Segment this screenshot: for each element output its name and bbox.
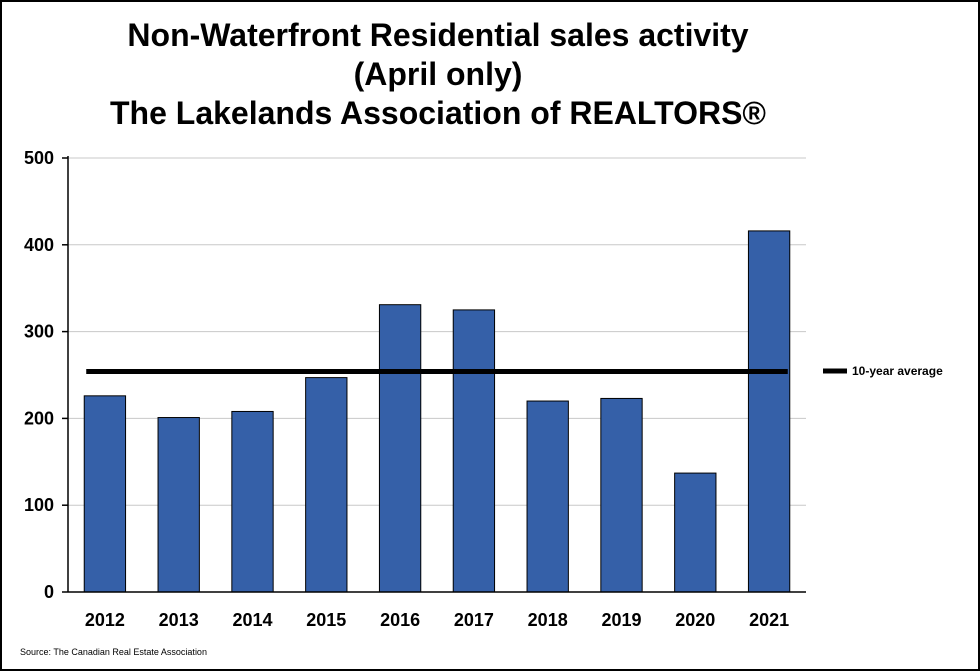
x-tick-label: 2014 (232, 610, 272, 630)
y-tick-label: 200 (24, 408, 54, 428)
x-tick-label: 2016 (380, 610, 420, 630)
y-tick-label: 400 (24, 235, 54, 255)
y-tick-label: 0 (44, 582, 54, 602)
source-note: Source: The Canadian Real Estate Associa… (20, 647, 207, 657)
bar (231, 410, 274, 593)
bar (747, 230, 791, 593)
y-tick-labels: 0 100 200 300 400 500 (24, 148, 54, 602)
x-tick-label: 2019 (601, 610, 641, 630)
bar (83, 395, 127, 593)
legend-label: 10-year average (852, 364, 943, 378)
chart-title-line-3: The Lakelands Association of REALTORS® (110, 95, 766, 131)
axes (62, 156, 806, 593)
bar (452, 309, 496, 593)
x-tick-label: 2013 (159, 610, 199, 630)
x-tick-label: 2015 (306, 610, 346, 630)
chart-title-line-2: (April only) (353, 56, 523, 92)
bar (600, 397, 643, 593)
y-tick-label: 100 (24, 495, 54, 515)
bar (305, 377, 348, 593)
bar (674, 472, 717, 593)
bars (83, 230, 791, 593)
bar (157, 417, 200, 593)
x-tick-label: 2018 (528, 610, 568, 630)
x-tick-label: 2017 (454, 610, 494, 630)
x-tick-labels: 2012 2013 2014 2015 2016 2017 2018 2019 2020 2021 (85, 610, 789, 630)
bar (526, 400, 569, 593)
legend: 10-year average (823, 364, 943, 378)
y-tick-label: 500 (24, 148, 54, 168)
chart-title-line-1: Non-Waterfront Residential sales activit… (127, 17, 749, 53)
x-tick-label: 2020 (675, 610, 715, 630)
bar (378, 304, 422, 593)
x-tick-label: 2021 (749, 610, 789, 630)
x-tick-label: 2012 (85, 610, 125, 630)
y-tick-label: 300 (24, 322, 54, 342)
chart-title: Non-Waterfront Residential sales activit… (2, 16, 874, 133)
